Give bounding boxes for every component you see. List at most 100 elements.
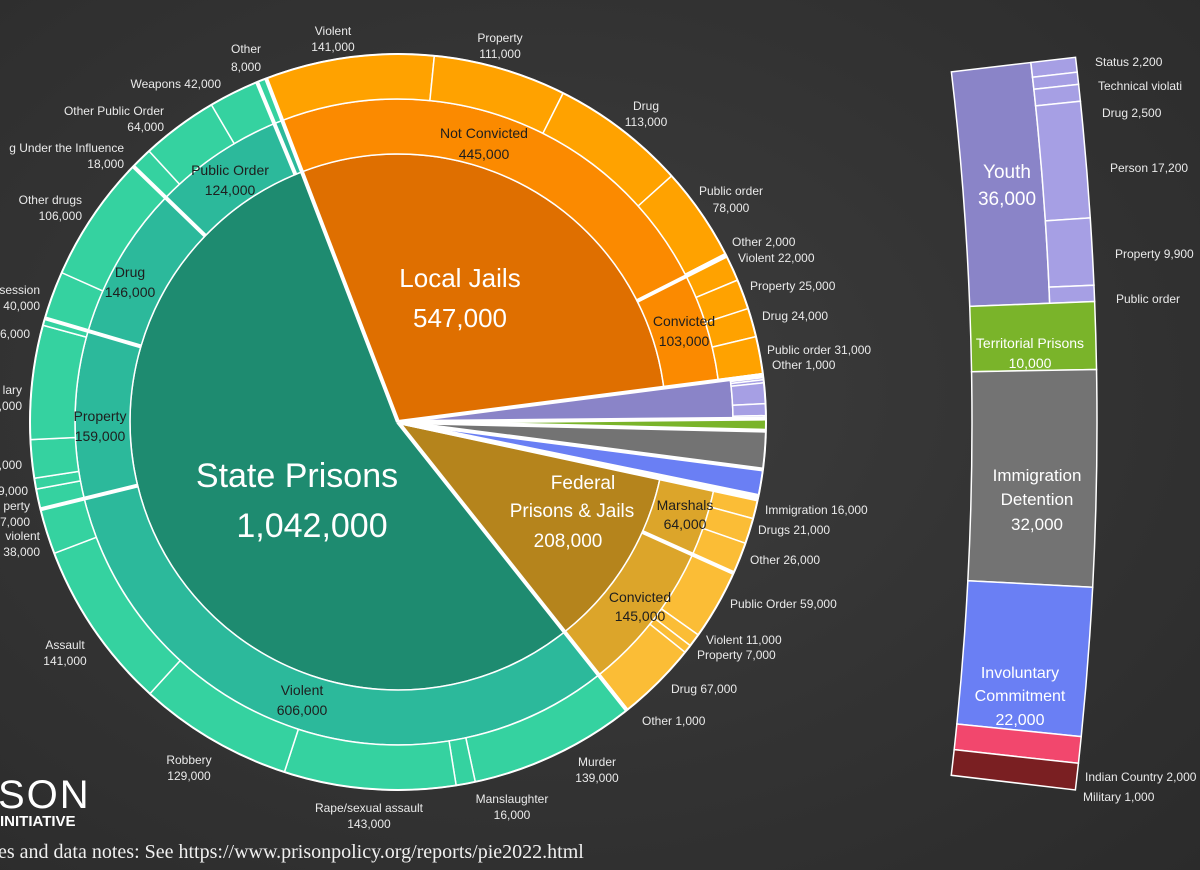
detail-panel (950, 56, 1098, 791)
separator-line (641, 530, 735, 575)
mid-label: Convicted (653, 313, 715, 329)
mid-value: 124,000 (205, 182, 256, 198)
outer-label: violent (5, 529, 40, 543)
mid-label: Property (74, 408, 127, 424)
pie-wedges (29, 53, 767, 791)
outer-label: Robbery (166, 753, 211, 767)
outer-value: 6,000 (0, 327, 30, 341)
panel-youth-segment (1048, 284, 1096, 305)
outer-label: Other Public Order (64, 104, 164, 118)
outer-label: Violent 11,000 (706, 633, 782, 647)
mid-value: 64,000 (664, 516, 707, 532)
outer-value: 8,000 (231, 60, 261, 74)
sources-note: es and data notes: See https://www.priso… (0, 841, 584, 863)
outer-label: Drug 67,000 (671, 682, 737, 696)
panel-youth-label: Drug 2,500 (1102, 106, 1162, 120)
panel-youth-label: Technical violati (1098, 79, 1182, 93)
separator-line (397, 372, 764, 424)
logo-subtitle: INITIATIVE (0, 813, 76, 830)
outer-label: Public order (699, 184, 763, 198)
panel-label-territorial: Territorial Prisons (976, 335, 1084, 351)
outer-value: 9,000 (0, 484, 28, 498)
outer-value: 78,000 (713, 201, 750, 215)
outer-label: Immigration 16,000 (765, 503, 868, 517)
panel-block-military (950, 748, 1080, 791)
outer-value: 113,000 (625, 115, 668, 129)
outer-label: Other drugs (19, 193, 82, 207)
separator-line (131, 164, 207, 238)
outer-label: lary (3, 383, 22, 397)
outer-label: Property 25,000 (750, 279, 836, 293)
separator-line (44, 316, 142, 349)
panel-label-involuntary: Involuntary (981, 665, 1059, 682)
outer-label: Violent (315, 24, 352, 38)
mid-value: 145,000 (615, 608, 666, 624)
panel-value-immigration: 32,000 (1011, 515, 1063, 534)
outer-label: Other 26,000 (750, 553, 820, 567)
panel-value-territorial: 10,000 (1009, 355, 1052, 371)
core-label-federal: Federal (551, 473, 615, 494)
outer-label: Murder (578, 755, 616, 769)
outer-label: Other 2,000 (732, 235, 796, 249)
mid-label: Violent (281, 682, 324, 698)
panel-label-involuntary-2: Commitment (975, 688, 1066, 705)
outer-label: Manslaughter (476, 792, 549, 806)
separator-line (396, 420, 629, 712)
outer-label: Property 7,000 (697, 648, 776, 662)
outer-label: Weapons 42,000 (130, 77, 221, 91)
outer-label: Assault (45, 638, 85, 652)
outer-label: Drug (633, 99, 659, 113)
outer-label: Public Order 59,000 (730, 597, 837, 611)
core-value-federal: 208,000 (534, 531, 603, 552)
outer-value: 111,000 (479, 47, 521, 61)
panel-label-military: Military 1,000 (1083, 790, 1155, 804)
separator-line (397, 420, 759, 502)
panel-value-youth: 36,000 (978, 189, 1036, 210)
mid-label: Drug (115, 264, 145, 280)
separator-line (397, 420, 766, 433)
mid-value: 606,000 (277, 702, 328, 718)
outer-label: Other 1,000 (772, 358, 836, 372)
outer-value: 18,000 (87, 157, 124, 171)
mid-label: Marshals (657, 497, 714, 513)
panel-youth-label: Person 17,200 (1110, 161, 1188, 175)
panel-youth-label: Status 2,200 (1095, 55, 1163, 69)
outer-label: Other (231, 42, 261, 56)
separator-line (397, 420, 764, 472)
outer-value: 141,000 (43, 654, 87, 668)
outer-label: ssession (0, 283, 40, 297)
outer-value: ,000 (0, 399, 22, 413)
separator-line (255, 81, 298, 176)
mid-value: 159,000 (75, 428, 126, 444)
outer-value: 106,000 (39, 209, 83, 223)
logo-wordmark: SON (0, 773, 91, 817)
outer-label: Property (477, 31, 522, 45)
outer-value: 40,000 (3, 299, 40, 313)
core-label-federal-2: Prisons & Jails (510, 501, 635, 522)
panel-youth-segment (1034, 100, 1092, 222)
core-value-state-prisons: 1,042,000 (236, 507, 387, 545)
mid-label: Convicted (609, 589, 671, 605)
outer-value: 139,000 (575, 771, 619, 785)
panel-label-indian-country: Indian Country 2,000 (1085, 770, 1197, 784)
outer-value: 141,000 (311, 40, 355, 54)
core-value-local-jails: 547,000 (413, 303, 507, 333)
outer-segment (731, 402, 767, 417)
mid-label: Public Order (191, 162, 269, 178)
mid-value: 146,000 (105, 284, 156, 300)
outer-label: Violent 22,000 (738, 251, 815, 265)
outer-label: Public order 31,000 (767, 343, 871, 357)
outer-label: Rape/sexual assault (315, 801, 424, 815)
outer-value: 7,000 (0, 515, 30, 529)
outer-value: ,000 (0, 458, 22, 472)
mid-label: Not Convicted (440, 125, 528, 141)
outer-value: 64,000 (127, 120, 164, 134)
pie-outline (29, 53, 767, 791)
mid-value: 103,000 (659, 333, 710, 349)
mid-value: 445,000 (459, 146, 510, 162)
separator-line (397, 416, 767, 424)
outer-label: g Under the Influence (9, 141, 124, 155)
outer-value: 129,000 (167, 769, 211, 783)
outer-label: Other 1,000 (642, 714, 706, 728)
